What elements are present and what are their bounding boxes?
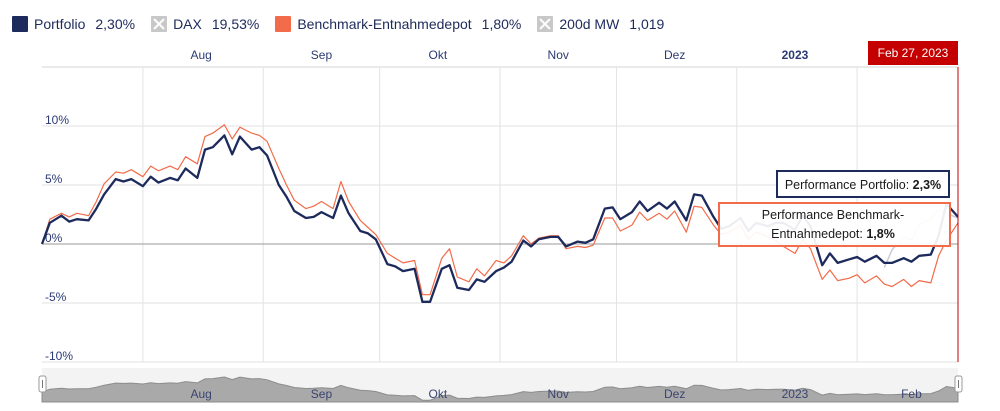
navigator-label: Nov [548,387,569,401]
legend-label: 200d MW [559,16,620,32]
legend-item-portfolio[interactable]: Portfolio 2,30% [12,16,135,32]
tooltip-portfolio-label: Performance Portfolio: [785,178,909,192]
crosshair: Feb 27, 2023 [868,41,959,362]
crosshair-date-label: Feb 27, 2023 [878,46,949,60]
hidden-series-x-icon [151,16,168,32]
legend-value: 1,80% [481,16,522,32]
legend-value: 2,30% [95,16,136,32]
legend-value: 1,019 [629,16,665,32]
x-tick-label: Dez [664,48,685,62]
tooltip-benchmark: Performance Benchmark- Entnahmedepot: 1,… [718,202,951,247]
y-tick-label: 0% [45,231,63,245]
y-tick-label: 5% [45,172,63,186]
crosshair-date-box [868,41,958,65]
legend-label: Benchmark-Entnahmedepot [297,16,472,32]
navigator-label: 2023 [782,387,809,401]
legend-item-200d-mw[interactable]: 200d MW 1,019 [537,16,664,32]
x-tick-label: Nov [548,48,569,62]
legend-value: 19,53% [211,16,260,32]
hidden-series-x-icon [537,16,554,32]
portfolio-swatch-icon [12,16,28,32]
legend-item-dax[interactable]: DAX 19,53% [151,16,259,32]
legend-label: DAX [173,16,202,32]
chart-grid: 10% 5% 0% -5% -10% Aug Sep Okt Nov Dez 2023 [42,48,958,363]
navigator-label: Feb [901,387,922,401]
navigator-area [41,376,959,403]
tooltip-portfolio: Performance Portfolio: 2,3% [776,170,950,198]
x-tick-label: Sep [311,48,333,62]
x-tick-label: 2023 [782,48,809,62]
tooltip-benchmark-line-2: Entnahmedepot: 1,8% [771,227,895,241]
x-tick-label: Aug [190,48,211,62]
tooltip-portfolio-text: Performance Portfolio: 2,3% [785,178,941,192]
legend-label: Portfolio [34,16,86,32]
navigator-label: Okt [429,387,448,401]
navigator-label: Dez [664,387,685,401]
chart-legend: Portfolio 2,30% DAX 19,53% Benchmark-Ent… [12,11,664,37]
tooltip-benchmark-value: 1,8% [866,227,895,241]
y-tick-label: -5% [45,290,67,304]
legend-item-benchmark[interactable]: Benchmark-Entnahmedepot 1,80% [275,16,521,32]
y-tick-label: -10% [45,349,73,363]
tooltip-benchmark-label-2: Entnahmedepot: [771,227,863,241]
navigator-label: Aug [190,387,211,401]
y-tick-label: 10% [45,113,69,127]
benchmark-swatch-icon [275,16,292,32]
x-tick-label: Okt [429,48,448,62]
tooltip-portfolio-value: 2,3% [913,178,942,192]
range-navigator[interactable]: Aug Sep Okt Nov Dez 2023 Feb [38,368,963,403]
tooltip-benchmark-label-1: Performance Benchmark- [762,208,904,222]
navigator-label: Sep [311,387,333,401]
